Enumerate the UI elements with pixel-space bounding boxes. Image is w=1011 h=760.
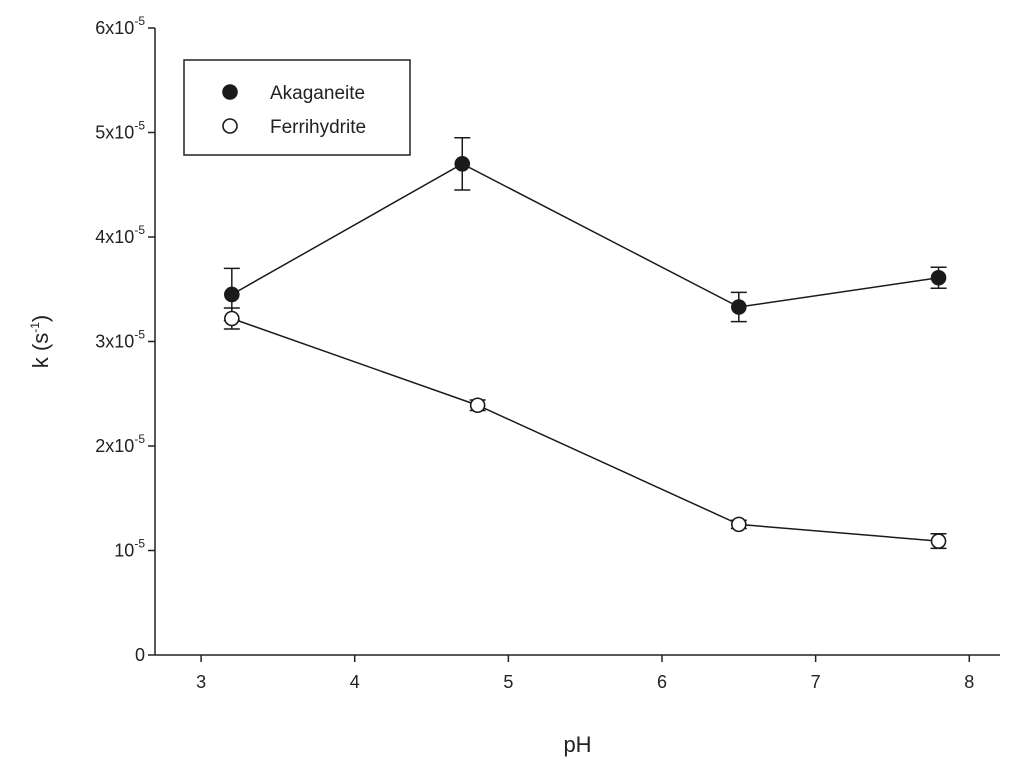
x-tick-label: 6 bbox=[657, 672, 667, 692]
series-line bbox=[231, 317, 939, 542]
data-point bbox=[454, 156, 471, 172]
series-ferrihydrite bbox=[223, 307, 947, 550]
y-axis-title-tail: ) bbox=[28, 315, 53, 322]
data-point bbox=[731, 299, 747, 315]
legend-items: Akaganeite Ferrihydrite bbox=[222, 83, 366, 138]
y-tick-label-exponent: -5 bbox=[134, 537, 145, 551]
legend-label: Akaganeite bbox=[270, 83, 365, 104]
x-ticks: 3 4 5 6 7 8 bbox=[196, 655, 974, 692]
data-point bbox=[224, 310, 240, 327]
y-axis-title-sup: -1 bbox=[28, 322, 42, 333]
data-point bbox=[930, 269, 947, 286]
y-tick-label-base: 0 bbox=[135, 645, 145, 665]
y-tick-label: 3x10-5 bbox=[95, 328, 145, 352]
legend-marker bbox=[222, 84, 238, 100]
legend-box bbox=[183, 59, 411, 156]
data-point bbox=[224, 286, 240, 303]
y-tick-label: 4x10-5 bbox=[95, 223, 145, 247]
y-tick-label-base: 6x10 bbox=[95, 18, 134, 38]
data-point bbox=[731, 516, 747, 533]
y-tick-label-base: 5x10 bbox=[95, 123, 134, 143]
x-tick-label: 3 bbox=[196, 672, 206, 692]
x-tick-label: 4 bbox=[350, 672, 360, 692]
legend-label: Ferrihydrite bbox=[270, 117, 366, 138]
y-tick-label: 5x10-5 bbox=[95, 119, 145, 143]
legend-marker bbox=[222, 118, 238, 134]
y-axis-title: k (s-1) bbox=[28, 315, 53, 368]
legend-entry: Ferrihydrite bbox=[222, 117, 366, 138]
y-tick-label-base: 10 bbox=[114, 541, 134, 561]
y-tick-label-base: 4x10 bbox=[95, 227, 134, 247]
y-tick-label-exponent: -5 bbox=[134, 14, 145, 28]
legend-entry: Akaganeite bbox=[222, 83, 365, 104]
series-line bbox=[231, 162, 939, 308]
x-axis-title: pH bbox=[563, 732, 591, 757]
x-tick-label: 5 bbox=[503, 672, 513, 692]
y-tick-label-exponent: -5 bbox=[134, 223, 145, 237]
y-tick-label-base: 2x10 bbox=[95, 436, 134, 456]
y-axis-title-base: k (s bbox=[28, 333, 53, 368]
x-tick-label: 7 bbox=[811, 672, 821, 692]
y-tick-label-exponent: -5 bbox=[134, 432, 145, 446]
data-point bbox=[469, 397, 486, 414]
y-tick-label-exponent: -5 bbox=[134, 328, 145, 342]
y-tick-label: 6x10-5 bbox=[95, 14, 145, 38]
y-tick-label: 10-5 bbox=[114, 537, 145, 561]
legend: Akaganeite Ferrihydrite bbox=[183, 59, 411, 156]
x-tick-label: 8 bbox=[964, 672, 974, 692]
series-layer bbox=[223, 136, 947, 550]
series-akaganeite bbox=[223, 136, 947, 323]
y-tick-label: 2x10-5 bbox=[95, 432, 145, 456]
data-point bbox=[930, 533, 947, 549]
y-tick-label-base: 3x10 bbox=[95, 332, 134, 352]
y-tick-label: 0 bbox=[135, 645, 145, 665]
y-tick-label-exponent: -5 bbox=[134, 119, 145, 133]
